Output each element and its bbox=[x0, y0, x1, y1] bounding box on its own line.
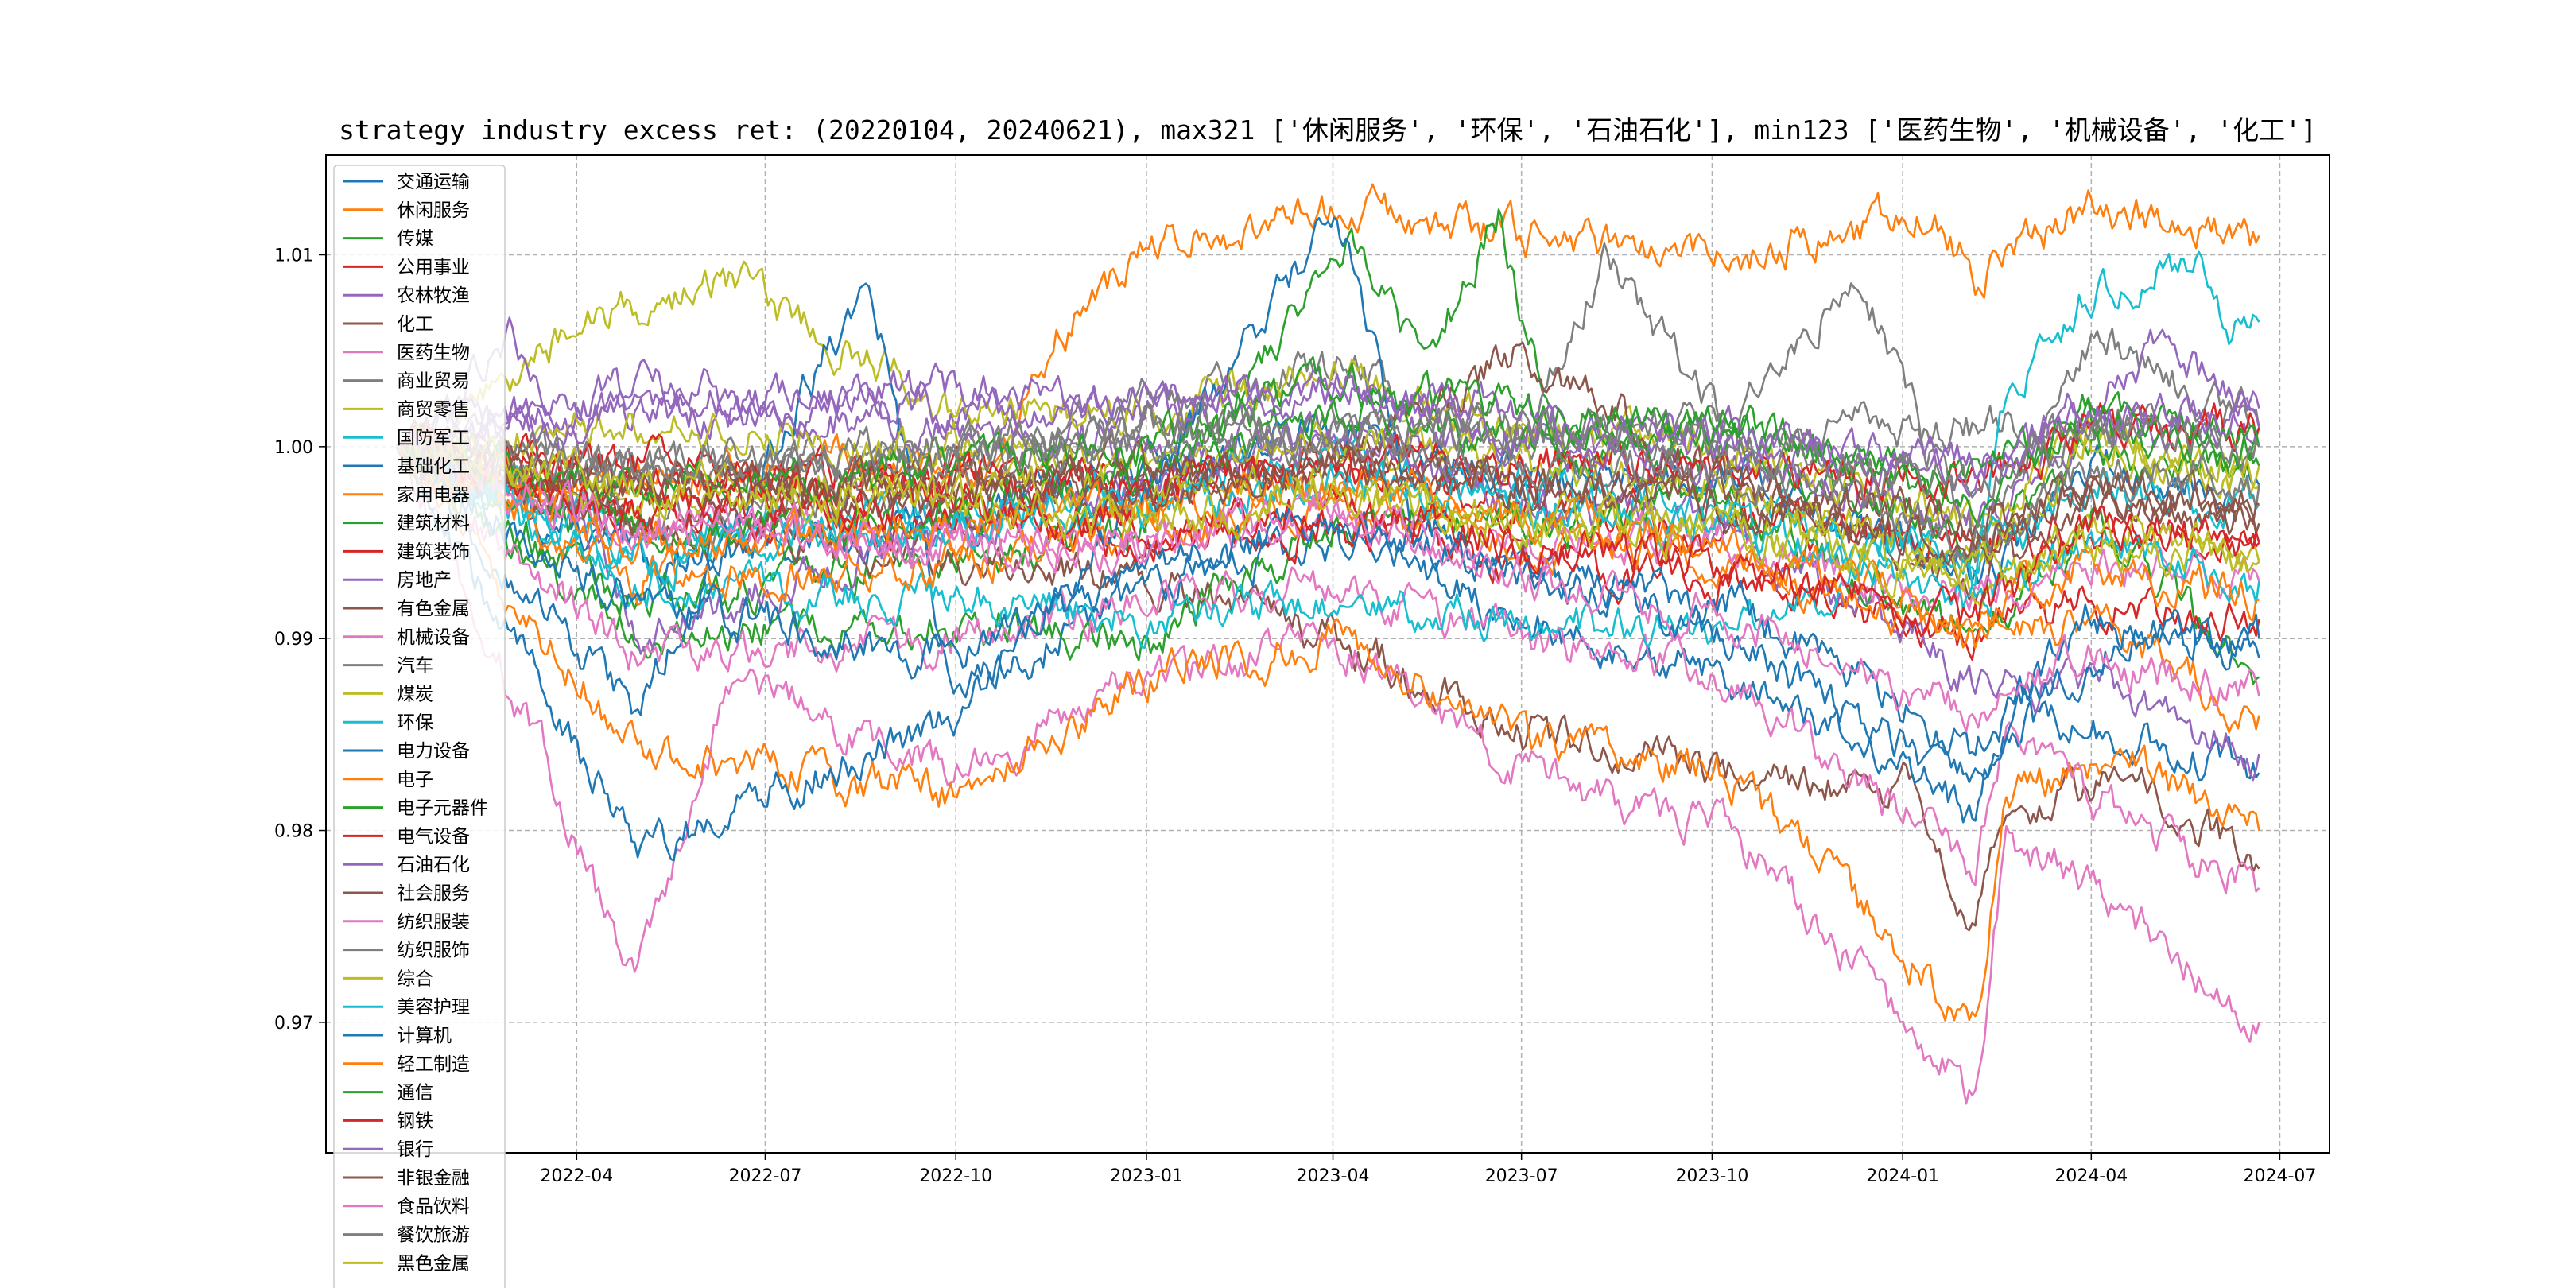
x-tick-label: 2022-04 bbox=[540, 1166, 613, 1186]
legend-label: 电子 bbox=[397, 770, 433, 790]
series-line bbox=[396, 362, 2260, 479]
series-line bbox=[395, 446, 2260, 1022]
legend-label: 食品饮料 bbox=[397, 1197, 470, 1217]
legend-label: 传媒 bbox=[397, 229, 433, 250]
legend-label: 建筑装饰 bbox=[397, 541, 470, 562]
legend-label: 电气设备 bbox=[397, 826, 470, 847]
legend-label: 机械设备 bbox=[397, 627, 470, 648]
x-tick-label: 2024-07 bbox=[2243, 1166, 2316, 1186]
legend-label: 石油石化 bbox=[397, 855, 470, 875]
legend-label: 电力设备 bbox=[397, 741, 470, 762]
series-line bbox=[396, 355, 2260, 508]
series-line bbox=[396, 430, 2260, 733]
legend-label: 有色金属 bbox=[397, 599, 470, 619]
legend-label: 建筑材料 bbox=[397, 514, 470, 534]
series-line bbox=[395, 401, 2260, 499]
series-line bbox=[396, 443, 2260, 757]
plot-area bbox=[395, 183, 2260, 1105]
x-tick-label: 2024-01 bbox=[1866, 1166, 1939, 1186]
legend-label: 钢铁 bbox=[397, 1111, 433, 1131]
series-line bbox=[395, 432, 2260, 618]
gridlines bbox=[326, 155, 2330, 1153]
x-tick-label: 2023-04 bbox=[1297, 1166, 1370, 1186]
legend-label: 纺织服饰 bbox=[397, 941, 470, 961]
series-line bbox=[396, 441, 2260, 895]
legend-label: 环保 bbox=[397, 712, 433, 733]
axes-frame bbox=[325, 154, 2330, 1154]
y-tick-label: 1.00 bbox=[274, 438, 313, 458]
legend-label: 化工 bbox=[397, 314, 433, 335]
chart-title: strategy industry excess ret: (20220104,… bbox=[339, 114, 2317, 145]
x-tick-label: 2023-07 bbox=[1485, 1166, 1558, 1186]
x-tick-label: 2023-10 bbox=[1675, 1166, 1748, 1186]
y-axis-ticks: 0.97 0.98 0.99 1.00 1.01 bbox=[274, 246, 326, 1034]
legend-label: 医药生物 bbox=[397, 343, 470, 363]
legend-label: 银行 bbox=[397, 1139, 433, 1160]
legend-label: 煤炭 bbox=[397, 684, 433, 704]
legend-label: 商贸零售 bbox=[397, 399, 470, 420]
series-line bbox=[395, 446, 2260, 1105]
series-line bbox=[396, 389, 2260, 554]
legend-label: 轻工制造 bbox=[397, 1054, 470, 1075]
legend-label: 计算机 bbox=[397, 1026, 452, 1046]
series-line bbox=[396, 432, 2260, 611]
x-tick-label: 2023-01 bbox=[1110, 1166, 1183, 1186]
legend-label: 黑色金属 bbox=[397, 1253, 470, 1274]
series-line bbox=[396, 316, 2260, 782]
series-line bbox=[396, 242, 2260, 564]
y-tick-label: 0.98 bbox=[274, 822, 313, 842]
legend-label: 综合 bbox=[397, 968, 433, 989]
legend: 交通运输休闲服务传媒公用事业农林牧渔化工医药生物商业贸易商贸零售国防军工基础化工… bbox=[333, 165, 506, 1288]
series-line bbox=[395, 208, 2260, 618]
y-tick-label: 0.97 bbox=[274, 1014, 313, 1034]
legend-label: 非银金融 bbox=[397, 1168, 470, 1189]
legend-label: 商业贸易 bbox=[397, 371, 470, 392]
legend-label: 休闲服务 bbox=[397, 200, 470, 221]
legend-label: 农林牧渔 bbox=[397, 285, 470, 306]
x-axis-ticks: 2022-04 2022-07 2022-10 2023-01 2023-04 2023-… bbox=[540, 1153, 2316, 1186]
y-tick-label: 1.01 bbox=[274, 246, 313, 266]
x-tick-label: 2022-07 bbox=[729, 1166, 802, 1186]
legend-label: 汽车 bbox=[397, 656, 433, 677]
legend-label: 通信 bbox=[397, 1083, 433, 1104]
series-line bbox=[395, 282, 2260, 824]
series-line bbox=[396, 435, 2260, 599]
legend-label: 餐饮旅游 bbox=[397, 1225, 470, 1246]
legend-label: 房地产 bbox=[397, 570, 452, 591]
y-tick-label: 0.99 bbox=[274, 630, 313, 650]
legend-label: 电子元器件 bbox=[397, 798, 488, 819]
legend-label: 纺织服装 bbox=[397, 912, 470, 933]
legend-label: 交通运输 bbox=[397, 172, 470, 192]
legend-label: 国防军工 bbox=[397, 428, 470, 448]
legend-label: 公用事业 bbox=[397, 257, 470, 277]
x-tick-label: 2022-10 bbox=[919, 1166, 992, 1186]
legend-label: 家用电器 bbox=[397, 485, 470, 506]
x-tick-label: 2024-04 bbox=[2054, 1166, 2128, 1186]
legend-label: 美容护理 bbox=[397, 997, 470, 1018]
legend-label: 基础化工 bbox=[397, 456, 470, 477]
series-line bbox=[395, 216, 2260, 862]
legend-label: 社会服务 bbox=[397, 883, 470, 904]
series-line bbox=[396, 250, 2260, 649]
